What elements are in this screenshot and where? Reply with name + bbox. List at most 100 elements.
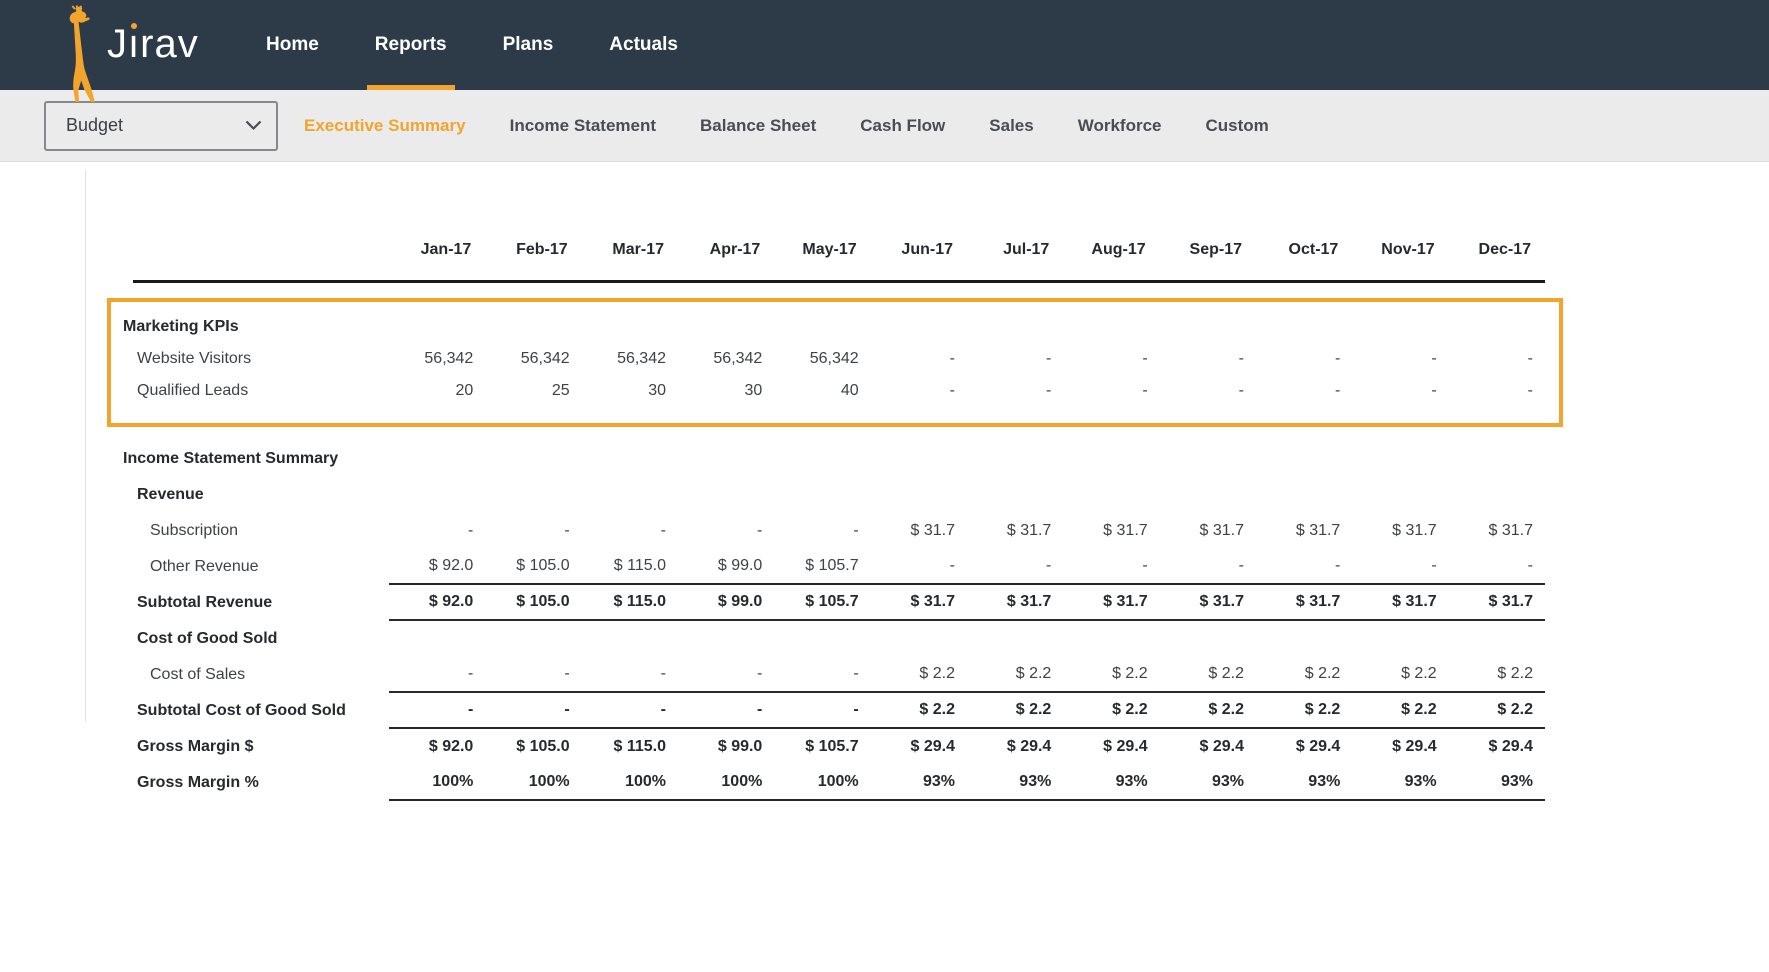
cell: 30 — [582, 382, 678, 400]
cell: 30 — [678, 382, 774, 400]
cell: $ 92.0 — [389, 738, 485, 756]
cell: $ 105.7 — [774, 738, 870, 756]
row-values: 2025303040------- — [389, 375, 1545, 407]
cell: $ 2.2 — [1449, 665, 1545, 683]
table-row-subtotal-revenue: Subtotal Revenue$ 92.0$ 105.0$ 115.0$ 99… — [123, 585, 1545, 621]
column-header-jan-17: Jan-17 — [389, 241, 485, 259]
row-label: Gross Margin $ — [123, 738, 389, 756]
cell: - — [678, 522, 774, 540]
scenario-selector[interactable]: Budget — [44, 101, 278, 151]
report-sections: Marketing KPIsWebsite Visitors56,34256,3… — [123, 298, 1545, 801]
column-header-jun-17: Jun-17 — [871, 241, 967, 259]
nav-item-reports[interactable]: Reports — [347, 0, 475, 90]
column-header-oct-17: Oct-17 — [1256, 241, 1352, 259]
cell: - — [389, 701, 485, 719]
cell: $ 31.7 — [1063, 522, 1159, 540]
cell: 56,342 — [582, 350, 678, 368]
cell: $ 2.2 — [1160, 701, 1256, 719]
jirav-logo[interactable]: JiravJırav — [0, 0, 210, 90]
cell: $ 105.0 — [485, 593, 581, 611]
cell: 93% — [1160, 773, 1256, 791]
row-label: Marketing KPIs — [123, 318, 1545, 336]
cell: $ 2.2 — [1352, 701, 1448, 719]
cell: $ 105.0 — [485, 738, 581, 756]
report-tabs: Executive SummaryIncome StatementBalance… — [282, 116, 1291, 136]
cell: $ 31.7 — [871, 593, 967, 611]
tab-cash-flow[interactable]: Cash Flow — [838, 116, 967, 136]
cell: 93% — [1449, 773, 1545, 791]
cell: $ 2.2 — [871, 701, 967, 719]
cell: $ 2.2 — [1063, 665, 1159, 683]
cell: $ 2.2 — [871, 665, 967, 683]
cell: $ 99.0 — [678, 738, 774, 756]
cell: 93% — [1352, 773, 1448, 791]
cell: - — [774, 665, 870, 683]
cell: 100% — [582, 773, 678, 791]
row-label: Website Visitors — [123, 350, 389, 368]
content-left-divider — [85, 170, 86, 722]
cell: 56,342 — [389, 350, 485, 368]
row-values: -----$ 2.2$ 2.2$ 2.2$ 2.2$ 2.2$ 2.2$ 2.2 — [389, 657, 1545, 693]
cell: - — [1449, 382, 1545, 400]
cell: - — [582, 522, 678, 540]
cell: $ 31.7 — [1063, 593, 1159, 611]
cell: 40 — [774, 382, 870, 400]
cell: 100% — [389, 773, 485, 791]
top-nav-items: HomeReportsPlansActuals — [238, 0, 706, 90]
row-label: Cost of Sales — [123, 666, 389, 684]
brand-wordmark: JiravJırav — [107, 22, 199, 67]
row-values: $ 92.0$ 105.0$ 115.0$ 99.0$ 105.7$ 31.7$… — [389, 585, 1545, 621]
tab-income-statement[interactable]: Income Statement — [488, 116, 678, 136]
cell: - — [1160, 557, 1256, 575]
marketing-kpis-highlight-box: Marketing KPIsWebsite Visitors56,34256,3… — [107, 298, 1563, 427]
cell: $ 2.2 — [967, 701, 1063, 719]
cell: $ 99.0 — [678, 557, 774, 575]
cell: $ 92.0 — [389, 593, 485, 611]
cell: $ 31.7 — [1160, 593, 1256, 611]
cell: $ 2.2 — [1256, 701, 1352, 719]
column-header-may-17: May-17 — [774, 241, 870, 259]
table-row-qualified-leads: Qualified Leads2025303040------- — [123, 375, 1545, 407]
cell: $ 29.4 — [1160, 738, 1256, 756]
row-label: Cost of Good Sold — [123, 630, 1545, 648]
table-row-income-statement-summary: Income Statement Summary — [123, 441, 1545, 477]
cell: 93% — [1063, 773, 1159, 791]
table-row-subtotal-cost-of-good-sold: Subtotal Cost of Good Sold-----$ 2.2$ 2.… — [123, 693, 1545, 729]
tab-sales[interactable]: Sales — [967, 116, 1055, 136]
nav-item-actuals[interactable]: Actuals — [581, 0, 706, 90]
cell: $ 99.0 — [678, 593, 774, 611]
cell: - — [967, 382, 1063, 400]
cell: $ 2.2 — [967, 665, 1063, 683]
tab-workforce[interactable]: Workforce — [1056, 116, 1184, 136]
cell: - — [1256, 557, 1352, 575]
tab-custom[interactable]: Custom — [1183, 116, 1290, 136]
cell: $ 2.2 — [1352, 665, 1448, 683]
cell: $ 31.7 — [1256, 522, 1352, 540]
cell: $ 105.7 — [774, 593, 870, 611]
column-header-jul-17: Jul-17 — [967, 241, 1063, 259]
cell: - — [582, 701, 678, 719]
column-header-sep-17: Sep-17 — [1160, 241, 1256, 259]
cell: - — [485, 522, 581, 540]
cell: $ 2.2 — [1256, 665, 1352, 683]
cell: $ 2.2 — [1449, 701, 1545, 719]
cell: - — [485, 701, 581, 719]
cell: $ 31.7 — [967, 522, 1063, 540]
scenario-selector-value: Budget — [66, 115, 123, 136]
cell: 56,342 — [485, 350, 581, 368]
row-label: Subtotal Revenue — [123, 594, 389, 612]
row-label: Subscription — [123, 522, 389, 540]
cell: $ 115.0 — [582, 593, 678, 611]
month-columns-header: Jan-17Feb-17Mar-17Apr-17May-17Jun-17Jul-… — [123, 234, 1545, 266]
table-row-website-visitors: Website Visitors56,34256,34256,34256,342… — [123, 343, 1545, 375]
cell: - — [678, 665, 774, 683]
cell: $ 31.7 — [1449, 593, 1545, 611]
table-row-revenue: Revenue — [123, 477, 1545, 513]
row-label: Qualified Leads — [123, 382, 389, 400]
cell: $ 105.7 — [774, 557, 870, 575]
nav-item-plans[interactable]: Plans — [475, 0, 582, 90]
tab-balance-sheet[interactable]: Balance Sheet — [678, 116, 838, 136]
tab-executive-summary[interactable]: Executive Summary — [282, 116, 488, 136]
nav-item-home[interactable]: Home — [238, 0, 347, 90]
table-row-gross-margin-$: Gross Margin $$ 92.0$ 105.0$ 115.0$ 99.0… — [123, 729, 1545, 765]
